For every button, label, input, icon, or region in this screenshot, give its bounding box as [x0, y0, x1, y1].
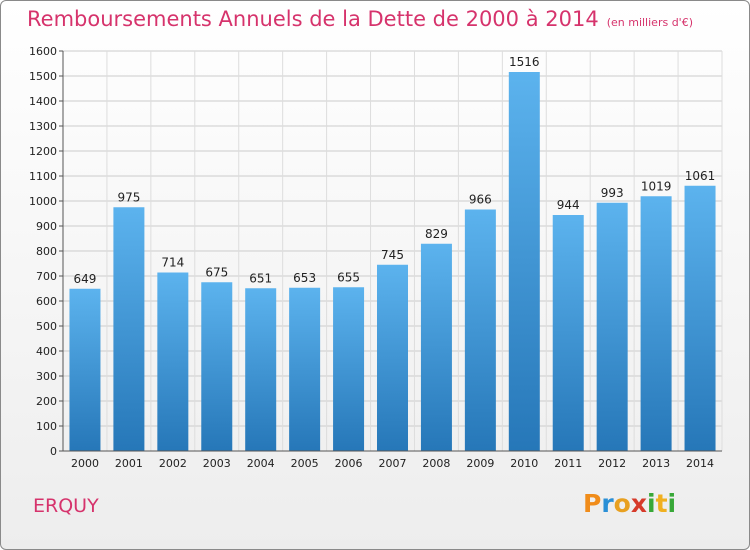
- bar-2002: [157, 272, 189, 451]
- value-label: 745: [381, 248, 404, 262]
- x-tick-label: 2011: [554, 457, 582, 470]
- value-label: 829: [425, 227, 448, 241]
- logo-letter: o: [613, 489, 631, 518]
- y-tick-label: 500: [36, 320, 57, 333]
- bar-2007: [377, 264, 408, 451]
- x-tick-label: 2013: [642, 457, 670, 470]
- y-tick-label: 1500: [29, 70, 57, 83]
- x-tick-label: 2002: [159, 457, 187, 470]
- bar-2010: [508, 72, 540, 451]
- x-tick-label: 2012: [598, 457, 626, 470]
- y-tick-label: 400: [36, 345, 57, 358]
- x-tick-label: 2004: [247, 457, 275, 470]
- bar-2004: [245, 288, 277, 451]
- value-label: 714: [161, 256, 184, 270]
- x-tick-label: 2003: [203, 457, 231, 470]
- value-label: 675: [205, 265, 228, 279]
- value-label: 966: [469, 193, 492, 207]
- value-label: 651: [249, 271, 272, 285]
- value-label: 653: [293, 271, 316, 285]
- x-tick-label: 2000: [71, 457, 99, 470]
- value-label: 1061: [685, 169, 716, 183]
- y-tick-label: 900: [36, 220, 57, 233]
- chart-title-text: Remboursements Annuels de la Dette de 20…: [27, 7, 599, 31]
- value-label: 944: [557, 198, 580, 212]
- bar-2008: [420, 243, 452, 451]
- bar-2006: [333, 287, 365, 451]
- bar-2012: [596, 202, 628, 451]
- commune-name: ERQUY: [33, 495, 99, 517]
- logo-letter: x: [630, 489, 647, 518]
- y-tick-label: 800: [36, 245, 57, 258]
- bar-2005: [289, 287, 321, 451]
- x-tick-label: 2006: [335, 457, 363, 470]
- y-tick-label: 700: [36, 270, 57, 283]
- bar-2003: [201, 282, 233, 451]
- y-tick-label: 1200: [29, 145, 57, 158]
- x-tick-label: 2008: [422, 457, 450, 470]
- bar-2000: [69, 288, 101, 451]
- bar-2001: [113, 207, 145, 451]
- x-tick-label: 2010: [510, 457, 538, 470]
- chart-title: Remboursements Annuels de la Dette de 20…: [27, 7, 693, 31]
- x-tick-label: 2014: [686, 457, 714, 470]
- value-label: 1516: [509, 55, 540, 69]
- value-label: 993: [601, 186, 624, 200]
- y-tick-label: 1000: [29, 195, 57, 208]
- value-label: 1019: [641, 179, 672, 193]
- bar-2011: [552, 215, 584, 451]
- chart-unit-subtitle: (en milliers d'€): [606, 16, 693, 29]
- y-tick-label: 300: [36, 370, 57, 383]
- y-tick-label: 0: [50, 445, 57, 458]
- y-tick-label: 100: [36, 420, 57, 433]
- y-tick-label: 200: [36, 395, 57, 408]
- logo-letter: r: [601, 489, 614, 518]
- logo-letter: t: [655, 489, 668, 518]
- logo-letter: i: [647, 489, 656, 518]
- x-tick-label: 2005: [291, 457, 319, 470]
- bar-2014: [684, 185, 716, 451]
- value-label: 655: [337, 270, 360, 284]
- y-tick-label: 1100: [29, 170, 57, 183]
- bar-2013: [640, 196, 672, 451]
- x-tick-label: 2001: [115, 457, 143, 470]
- value-label: 975: [117, 190, 140, 204]
- x-tick-label: 2009: [466, 457, 494, 470]
- logo-letter: i: [667, 489, 677, 518]
- y-tick-label: 1400: [29, 95, 57, 108]
- value-label: 649: [74, 272, 97, 286]
- y-tick-label: 600: [36, 295, 57, 308]
- proxiti-logo: Proxiti: [583, 489, 676, 518]
- x-tick-label: 2007: [379, 457, 407, 470]
- y-tick-label: 1600: [29, 45, 57, 58]
- logo-letter: P: [583, 489, 602, 518]
- bar-2009: [464, 209, 496, 451]
- y-tick-label: 1300: [29, 120, 57, 133]
